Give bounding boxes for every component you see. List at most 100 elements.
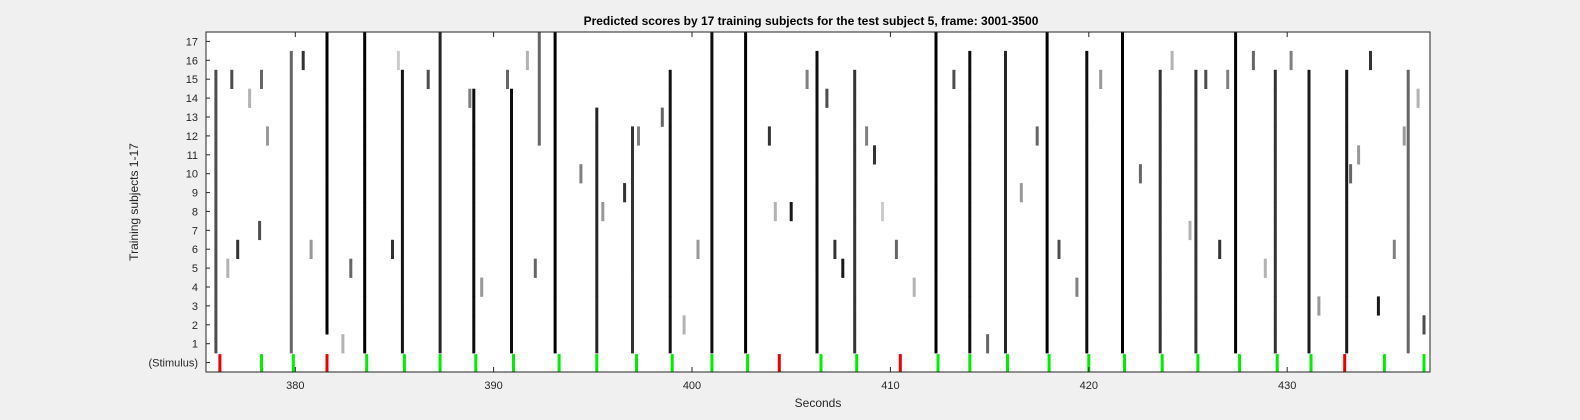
heatmap-cell: [1085, 220, 1089, 241]
heatmap-cell: [815, 258, 819, 278]
heatmap-cell: [1004, 277, 1007, 297]
heatmap-cell: [1307, 296, 1311, 316]
heatmap-cell: [1345, 277, 1349, 297]
heatmap-cell: [805, 69, 809, 89]
heatmap-cell: [553, 32, 557, 52]
heatmap-cell: [510, 88, 513, 108]
heatmap-cell: [1234, 50, 1238, 71]
heatmap-cell: [1121, 32, 1124, 52]
heatmap-cell: [595, 334, 599, 354]
heatmap-cell: [289, 107, 293, 127]
heatmap-cell: [1158, 145, 1162, 165]
heatmap-cell: [349, 258, 353, 278]
heatmap-cell: [1406, 315, 1410, 335]
heatmap-cells: [214, 32, 1426, 354]
heatmap-cell: [853, 202, 857, 222]
heatmap-cell: [710, 296, 714, 316]
heatmap-cell: [668, 258, 672, 278]
heatmap-cell: [744, 277, 748, 297]
heatmap-cell: [1406, 107, 1410, 127]
heatmap-cell: [1045, 69, 1049, 89]
heatmap-cell: [214, 258, 218, 278]
heatmap-cell: [214, 107, 218, 127]
heatmap-cell: [815, 334, 819, 354]
heatmap-cell: [865, 126, 869, 146]
heatmap-cell: [510, 334, 513, 354]
heatmap-cell: [214, 145, 218, 165]
heatmap-cell: [1194, 202, 1198, 222]
heatmap-cell: [1158, 296, 1162, 316]
heatmap-cell: [1273, 69, 1277, 89]
heatmap-cell: [1004, 258, 1007, 278]
heatmap-cell: [510, 164, 513, 184]
heatmap-cell: [968, 315, 972, 335]
heatmap-cell: [744, 239, 748, 259]
heatmap-cell: [595, 202, 599, 222]
heatmap-cell: [510, 315, 513, 335]
heatmap-cell: [1045, 334, 1049, 354]
heatmap-cell: [363, 32, 367, 52]
heatmap-cell: [325, 88, 329, 108]
heatmap-cell: [1234, 107, 1238, 127]
heatmap-cell: [363, 202, 367, 222]
heatmap-cell: [363, 183, 367, 203]
stimulus-mark: [855, 354, 859, 372]
x-tick-label: 420: [1080, 380, 1098, 392]
heatmap-cell: [480, 277, 484, 297]
heatmap-cell: [934, 334, 938, 354]
heatmap-cell: [1349, 164, 1353, 184]
heatmap-cell: [710, 69, 714, 89]
heatmap-cell: [1194, 277, 1198, 297]
heatmap-cell: [744, 164, 748, 184]
heatmap-cell: [325, 69, 329, 89]
heatmap-cell: [289, 69, 293, 89]
heatmap-cell: [325, 296, 329, 316]
heatmap-cell: [744, 126, 748, 146]
heatmap-cell: [553, 258, 557, 278]
heatmap-cell: [214, 183, 218, 203]
stimulus-mark: [365, 354, 369, 372]
heatmap-cell: [537, 50, 541, 71]
heatmap-cell: [968, 50, 972, 71]
x-tick-label: 390: [484, 380, 502, 392]
y-tick-label: 4: [192, 282, 198, 294]
heatmap-cell: [710, 32, 714, 52]
heatmap-cell: [968, 145, 972, 165]
heatmap-cell: [1045, 220, 1049, 241]
plot-frame: [205, 31, 1431, 373]
y-tick-label: 17: [186, 36, 198, 48]
heatmap-cell: [1045, 126, 1049, 146]
chart-title: Predicted scores by 17 training subjects…: [584, 14, 1039, 28]
heatmap-cell: [744, 296, 748, 316]
heatmap-cell: [400, 258, 404, 278]
heatmap-cell: [1121, 277, 1124, 297]
heatmap-cell: [1307, 239, 1311, 259]
heatmap-cell: [1194, 296, 1198, 316]
heatmap-cell: [968, 69, 972, 89]
heatmap-cell: [631, 126, 634, 146]
heatmap-cell: [289, 315, 293, 335]
heatmap-cell: [1369, 50, 1372, 71]
heatmap-cell: [934, 164, 938, 184]
heatmap-cell: [214, 334, 218, 354]
heatmap-cell: [934, 202, 938, 222]
heatmap-cell: [968, 164, 972, 184]
x-axis-label: Seconds: [795, 396, 842, 410]
heatmap-cell: [595, 277, 599, 297]
heatmap-cell: [438, 32, 442, 52]
heatmap-cell: [1194, 88, 1198, 108]
y-axis-label: Training subjects 1-17: [127, 143, 141, 261]
heatmap-cell: [710, 164, 714, 184]
heatmap-cell: [1307, 183, 1311, 203]
stimulus-mark: [1087, 354, 1091, 372]
heatmap-cell: [1085, 164, 1089, 184]
heatmap-cell: [881, 202, 884, 222]
heatmap-cell: [510, 239, 513, 259]
heatmap-cell: [363, 145, 367, 165]
heatmap-cell: [1226, 69, 1230, 89]
heatmap-cell: [1085, 202, 1089, 222]
heatmap-cell: [214, 277, 218, 297]
heatmap-cell: [400, 145, 404, 165]
heatmap-cell: [968, 107, 972, 127]
heatmap-cell: [1307, 277, 1311, 297]
